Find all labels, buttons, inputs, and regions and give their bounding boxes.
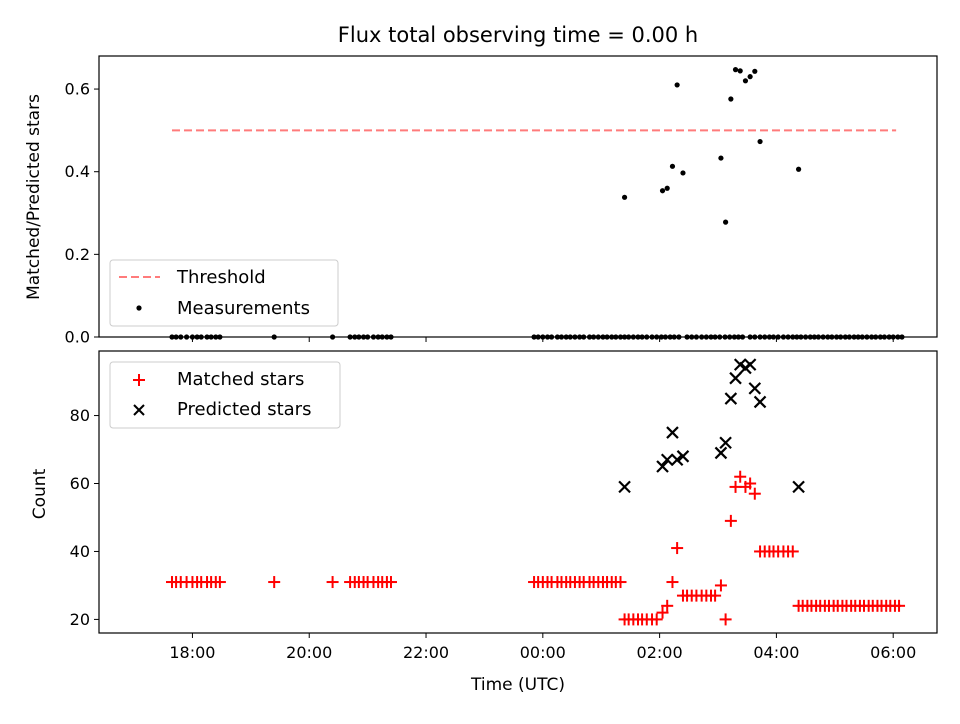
measurement-point — [795, 166, 802, 172]
legend-predicted-swatch — [133, 404, 145, 416]
measurement-point — [742, 78, 749, 84]
count-x-ticks: 18:00 20:00 22:00 00:00 02:00 04:00 06:00 — [169, 633, 916, 662]
matched-star-marker — [656, 606, 669, 619]
ratio-y-axis-label: Matched/Predicted stars — [24, 94, 44, 300]
measurement-point — [659, 188, 666, 194]
time-x-tick-label: 06:00 — [870, 643, 916, 662]
matched-star-marker — [650, 613, 663, 626]
predicted-star-marker — [660, 453, 674, 467]
ratio-axes-frame — [98, 55, 938, 338]
predicted-star-marker — [792, 480, 805, 494]
ratio-y-tick-label: 0.4 — [65, 162, 90, 181]
measurement-point — [732, 67, 739, 73]
count-y-tick-label: 80 — [70, 406, 90, 425]
legend-threshold-label: Threshold — [176, 267, 266, 288]
matched-star-marker — [734, 470, 747, 483]
matched-star-marker — [893, 599, 906, 612]
measurement-point — [752, 68, 758, 74]
legend-measurements-swatch — [136, 305, 142, 311]
matched-star-marker — [786, 545, 799, 558]
legend-measurements-label: Measurements — [177, 298, 310, 319]
predicted-star-marker — [724, 392, 738, 405]
time-x-tick-label: 04:00 — [753, 643, 799, 662]
measurement-point — [674, 82, 680, 88]
predicted-star-marker — [748, 382, 762, 395]
measurement-point — [669, 163, 676, 169]
ratio-panel: 0.0 0.2 0.4 0.6 Matched/Predicted stars Thr… — [24, 55, 938, 347]
measurement-point — [747, 74, 753, 80]
count-legend-frame — [109, 361, 341, 429]
count-panel: 20 40 60 80 18:00 20:00 22:00 00:00 02:00 04:00 0… — [30, 350, 938, 695]
predicted-stars-points — [618, 358, 805, 494]
matched-star-marker — [326, 576, 339, 589]
matched-star-marker — [614, 576, 627, 589]
predicted-star-marker — [666, 426, 679, 439]
matched-star-marker — [268, 576, 281, 589]
measurement-point — [723, 219, 729, 225]
time-x-tick-label: 02:00 — [637, 643, 683, 662]
predicted-star-marker — [743, 358, 757, 371]
matched-star-marker — [671, 542, 684, 555]
time-x-tick-label: 20:00 — [286, 643, 332, 662]
measurement-point — [621, 194, 628, 200]
count-y-tick-label: 20 — [70, 610, 90, 629]
time-x-tick-label: 00:00 — [520, 643, 566, 662]
measurement-point — [718, 155, 724, 161]
count-y-ticks: 20 40 60 80 — [70, 406, 99, 629]
matched-star-marker — [384, 576, 397, 589]
predicted-star-marker — [656, 460, 669, 473]
legend-matched-label: Matched stars — [177, 369, 304, 390]
measurement-point — [728, 96, 734, 102]
count-axes-frame — [98, 350, 938, 634]
predicted-star-marker — [753, 395, 767, 409]
predicted-star-marker — [729, 371, 742, 385]
predicted-star-marker — [676, 450, 690, 463]
ratio-x-ticks — [191, 337, 894, 342]
measurement-point — [680, 170, 686, 176]
ratio-y-ticks: 0.0 0.2 0.4 0.6 — [65, 80, 99, 347]
time-x-axis-label: Time (UTC) — [470, 675, 565, 695]
legend-matched-swatch — [133, 374, 145, 386]
matched-star-marker — [748, 487, 761, 500]
measurement-point — [757, 138, 763, 145]
measurement-point — [737, 68, 743, 74]
matched-star-marker — [666, 576, 679, 589]
ratio-legend: Threshold Measurements — [109, 259, 339, 327]
matched-star-marker — [714, 579, 727, 592]
ratio-y-tick-label: 0.0 — [65, 328, 90, 347]
time-x-tick-label: 18:00 — [169, 643, 215, 662]
time-x-tick-label: 22:00 — [403, 643, 449, 662]
predicted-star-marker — [719, 436, 732, 450]
matched-star-marker — [213, 576, 226, 589]
count-legend: Matched stars Predicted stars — [109, 361, 341, 429]
predicted-star-marker — [618, 480, 631, 494]
matched-star-marker — [744, 477, 757, 490]
ratio-y-tick-label: 0.6 — [65, 80, 90, 99]
ratio-legend-frame — [109, 259, 339, 327]
matched-star-marker — [719, 613, 732, 626]
count-y-tick-label: 40 — [70, 542, 90, 561]
matched-stars-points — [165, 470, 906, 626]
measurement-point — [664, 185, 670, 191]
count-y-axis-label: Count — [30, 468, 50, 519]
ratio-y-tick-label: 0.2 — [65, 245, 90, 264]
chart-title: Flux total observing time = 0.00 h — [338, 23, 698, 47]
matched-star-marker — [709, 589, 722, 602]
predicted-star-marker — [714, 446, 728, 460]
predicted-star-marker — [670, 453, 684, 467]
matched-star-marker — [661, 599, 674, 612]
legend-predicted-label: Predicted stars — [177, 399, 311, 420]
matched-star-marker — [724, 514, 737, 527]
count-y-tick-label: 60 — [70, 474, 90, 493]
